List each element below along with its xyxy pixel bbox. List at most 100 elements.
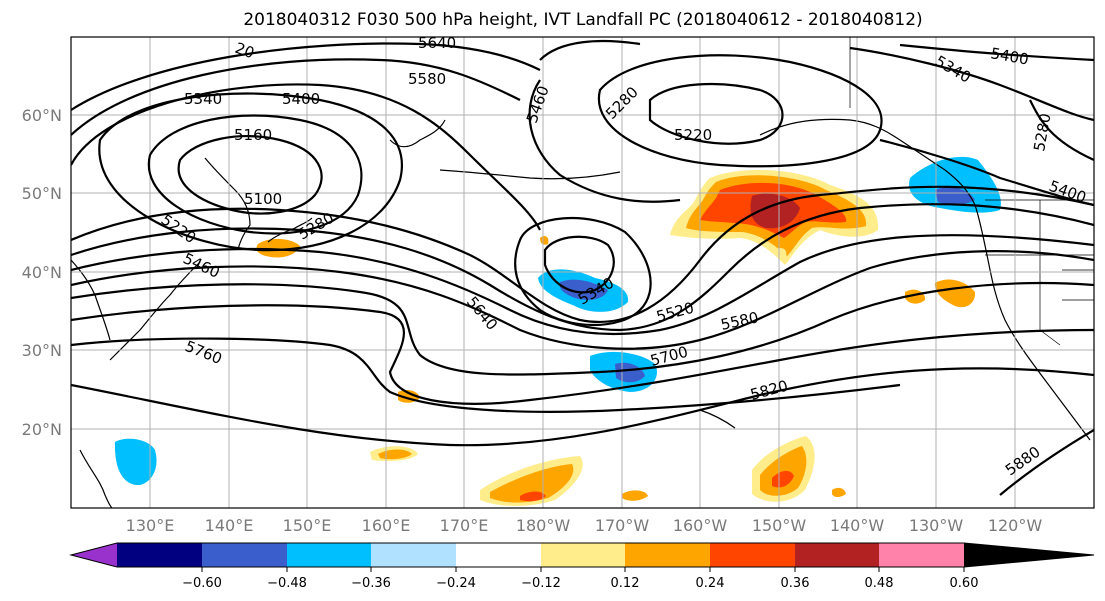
ivt-positive-subtropical-b-inner <box>490 464 574 503</box>
ivt-negative-pacific-northwest <box>909 156 1001 213</box>
lon-label: 170°W <box>595 516 650 535</box>
contour-5580-band <box>71 250 1094 350</box>
colorbar-tick-label: 0.48 <box>865 576 894 591</box>
ivt-positive-small-b <box>775 248 787 257</box>
lon-label: 130°W <box>909 516 964 535</box>
contour-5460-arc <box>539 39 641 61</box>
contour-5580-north <box>71 58 521 136</box>
contour-5820 <box>71 367 1094 447</box>
lon-label: 150°W <box>752 516 807 535</box>
colorbar-segment <box>625 543 710 567</box>
contour-low-alaska-1 <box>648 82 784 145</box>
contour-label: 5160 <box>234 126 272 144</box>
lon-label: 160°E <box>362 516 411 535</box>
contour-label: 5100 <box>244 190 282 208</box>
colorbar-tick-label: −0.60 <box>182 576 222 591</box>
ivt-positive-subtropical-b-core <box>520 491 546 502</box>
contour-5400-ne <box>899 43 1094 62</box>
contour-trough-2 <box>514 216 652 326</box>
height-contours <box>71 39 1094 496</box>
lat-label: 30°N <box>22 341 62 360</box>
colorbar-segment <box>202 543 287 567</box>
contour-5400-west <box>71 83 541 231</box>
colorbar-tick-label: 0.12 <box>611 576 640 591</box>
contour-low-siberia-1 <box>177 134 323 215</box>
longitude-labels: 130°E 140°E 150°E 160°E 170°E 180°W 170°… <box>126 516 1043 535</box>
colorbar-segment <box>879 543 964 567</box>
contour-label: 5640 <box>418 34 456 52</box>
contour-5760 <box>71 337 901 413</box>
ivt-positive-japan <box>256 238 300 258</box>
lat-label: 60°N <box>22 106 62 125</box>
contour-5400-east <box>879 138 1094 207</box>
colorbar-segment <box>287 543 371 567</box>
contour-5640-north <box>71 42 541 111</box>
contour-5280-ne <box>1029 99 1094 162</box>
ivt-negative-central-pacific-core <box>559 279 608 300</box>
colorbar-segment <box>710 543 795 567</box>
colorbar-tick-label: −0.24 <box>436 576 476 591</box>
ivt-positive-subtropical-a-core <box>772 470 794 488</box>
colorbar: −0.60 −0.48 −0.36 −0.24 −0.12 0.12 0.24 … <box>69 542 1095 591</box>
colorbar-ticks <box>201 567 965 572</box>
lon-label: 150°E <box>283 516 332 535</box>
lon-label: 160°W <box>673 516 728 535</box>
coast-philippines <box>79 449 113 508</box>
colorbar-segment <box>456 543 541 567</box>
latitude-labels: 60°N 50°N 40°N 30°N 20°N <box>22 106 62 439</box>
contour-low-siberia-2 <box>147 114 363 235</box>
colorbar-extend-high <box>964 543 1094 567</box>
map-frame <box>70 36 1095 509</box>
ivt-positive-subtropical-a-inner <box>760 446 807 496</box>
lon-label: 140°W <box>830 516 885 535</box>
contour-label: 5340 <box>184 90 222 108</box>
coast-japan <box>109 261 201 361</box>
colorbar-extend-low <box>71 543 117 567</box>
coast-kamchatka <box>204 157 251 251</box>
ivt-negative-pacific-northwest-core <box>935 187 975 205</box>
colorbar-tick-label: 0.60 <box>950 576 979 591</box>
contour-5340-ne <box>849 46 1094 122</box>
contour-5520-band <box>71 234 1094 335</box>
ivt-positive-core <box>750 193 800 229</box>
contour-label: 20 <box>233 39 257 62</box>
colorbar-outline <box>69 542 1095 568</box>
contour-trough-1 <box>543 235 615 294</box>
colorbar-tick-label: 0.36 <box>781 576 810 591</box>
contour-label: 5400 <box>282 90 320 108</box>
ivt-negative-philippine-sea <box>114 438 157 486</box>
contour-label: 5580 <box>408 70 446 88</box>
coast-kurils <box>267 217 313 243</box>
lat-label: 20°N <box>22 420 62 439</box>
contour-label: 5220 <box>674 126 712 144</box>
lon-label: 140°E <box>205 516 254 535</box>
lon-label: 130°E <box>126 516 175 535</box>
ivt-positive-small-a <box>540 236 549 245</box>
border-us-states-c <box>1062 269 1094 301</box>
contour-5700-band <box>71 304 1094 405</box>
coast-us-west <box>987 259 1091 441</box>
colorbar-tick-label: −0.12 <box>521 576 561 591</box>
colorbar-segment <box>795 543 879 567</box>
gridlines <box>71 37 1094 508</box>
contour-5400-band <box>71 185 1094 323</box>
lon-label: 120°W <box>988 516 1043 535</box>
ivt-positive-subtropical-f <box>832 487 846 497</box>
coast-hawaii <box>699 409 736 429</box>
colorbar-segment <box>117 543 202 567</box>
ivt-positive-subtropical-e <box>622 490 648 501</box>
colorbar-tick-label: −0.36 <box>351 576 391 591</box>
contour-5460-band <box>71 203 1094 332</box>
lon-label: 180°W <box>516 516 571 535</box>
lon-label: 170°E <box>440 516 489 535</box>
contour-5880 <box>999 429 1094 496</box>
colorbar-segment <box>541 543 625 567</box>
coast-aleutians <box>439 169 621 180</box>
contour-5640-band <box>71 281 1094 376</box>
contour-low-alaska-2 <box>597 54 883 168</box>
colorbar-segment <box>371 543 456 567</box>
coast-alaska-south <box>759 118 946 171</box>
figure-title: 2018040312 F030 500 hPa height, IVT Land… <box>243 10 922 30</box>
contour-5460-central <box>528 79 681 203</box>
